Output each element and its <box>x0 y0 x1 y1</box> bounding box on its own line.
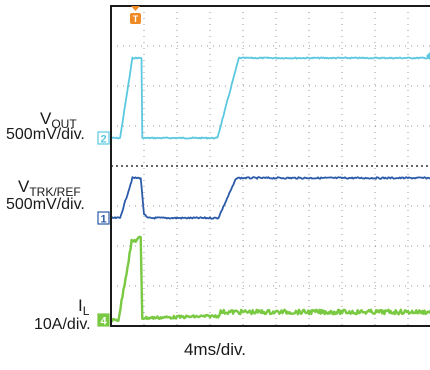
x-axis-label: 4ms/div. <box>183 340 247 359</box>
il-label-sub: L <box>82 304 90 318</box>
il-label: IL <box>78 296 89 318</box>
channel-marker-label: 4 <box>100 316 107 328</box>
vtrk-label-main: V <box>18 177 30 196</box>
il-scale: 10A/div. <box>34 316 91 333</box>
vtrk-scale: 500mV/div. <box>6 196 85 213</box>
il-trace <box>110 235 430 323</box>
channel-marker-4: 4 <box>97 313 110 328</box>
vout-label: VOUT <box>40 109 77 131</box>
channel-markers: 2 1 4 <box>97 131 110 328</box>
channel-marker-1: 1 <box>97 211 110 226</box>
vout-scale: 500mV/div. <box>6 126 85 143</box>
vtrk-trace <box>110 176 430 220</box>
channel-marker-label: 2 <box>100 134 106 146</box>
channel-marker-2: 2 <box>97 131 110 146</box>
trigger-marker-label: T <box>133 14 139 24</box>
vtrk-label: VTRK/REF <box>18 177 81 199</box>
channel-marker-label: 1 <box>100 214 106 226</box>
vout-trace <box>110 56 430 140</box>
vout-label-sub: OUT <box>51 117 77 131</box>
vout-label-main: V <box>40 109 52 128</box>
trigger-marker: T <box>130 6 141 24</box>
grid <box>111 6 430 326</box>
il-label-main: I <box>78 296 83 315</box>
vtrk-label-sub: TRK/REF <box>29 185 81 199</box>
plot-frame <box>110 5 430 327</box>
traces <box>110 56 430 323</box>
right-edge-marker <box>426 52 430 60</box>
